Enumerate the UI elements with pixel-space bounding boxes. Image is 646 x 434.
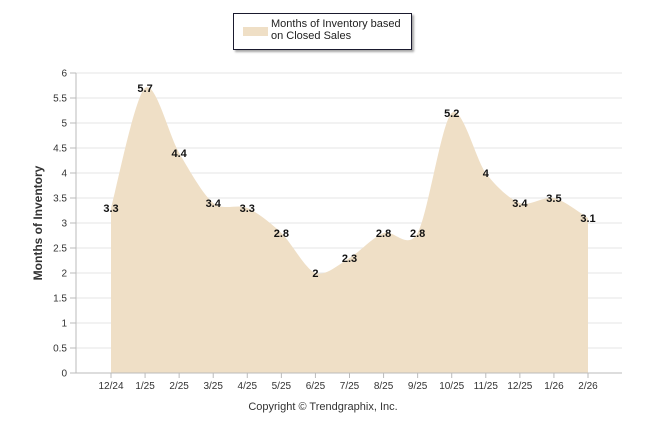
y-axis-ticks: 0 0.5 1 1.5 2 2.5 3 3.5 4 4.5 5 5.5 6: [53, 69, 76, 380]
data-label: 2.3: [342, 253, 357, 265]
x-tick-label: 9/25: [408, 381, 428, 392]
x-tick-label: 2/25: [169, 381, 189, 392]
data-label: 5.7: [137, 83, 152, 95]
y-axis-title: Months of Inventory: [31, 165, 45, 280]
legend[interactable]: Months of Inventory based on Closed Sale…: [233, 13, 412, 50]
data-labels: 3.3 5.7 4.4 3.4 3.3 2.8 2 2.3 2.8 2.8 5.2 4 3.4 3.5 3.…: [103, 83, 595, 280]
x-tick-label: 12/25: [507, 381, 532, 392]
x-tick-label: 12/24: [98, 381, 123, 392]
x-tick-label: 3/25: [203, 381, 223, 392]
data-label: 3.3: [103, 203, 118, 215]
data-label: 2: [312, 268, 318, 280]
x-tick-label: 11/25: [474, 381, 499, 392]
y-tick-label: 6: [61, 69, 67, 80]
y-tick-label: 2: [61, 269, 67, 280]
x-tick-label: 8/25: [374, 381, 394, 392]
y-tick-label: 0: [61, 369, 67, 380]
x-tick-label: 7/25: [340, 381, 360, 392]
data-label: 2.8: [376, 228, 391, 240]
area-series-fill: [111, 87, 588, 373]
x-tick-label: 2/26: [578, 381, 598, 392]
data-label: 4.4: [171, 148, 187, 160]
data-label: 3.1: [580, 213, 595, 225]
area-series: [111, 87, 588, 373]
data-label: 4: [483, 168, 490, 180]
x-tick-label: 1/25: [135, 381, 155, 392]
copyright-footer: Copyright © Trendgraphix, Inc.: [248, 401, 398, 413]
data-label: 2.8: [274, 228, 289, 240]
x-tick-label: 5/25: [272, 381, 292, 392]
data-label: 2.8: [410, 228, 425, 240]
data-label: 3.3: [240, 203, 255, 215]
x-axis-ticks: 12/24 1/25 2/25 3/25 4/25 5/25 6/25 7/25 8/25 9/2…: [98, 373, 598, 392]
y-tick-label: 2.5: [53, 244, 67, 255]
y-tick-label: 5.5: [53, 94, 67, 105]
y-tick-label: 1: [61, 319, 67, 330]
data-label: 3.5: [546, 193, 561, 205]
y-tick-label: 5: [61, 119, 67, 130]
y-tick-label: 3: [61, 219, 67, 230]
x-tick-label: 1/26: [544, 381, 564, 392]
y-tick-label: 1.5: [53, 294, 67, 305]
x-tick-label: 4/25: [238, 381, 258, 392]
y-tick-label: 0.5: [53, 344, 67, 355]
data-label: 5.2: [444, 108, 459, 120]
data-label: 3.4: [206, 198, 222, 210]
data-label: 3.4: [512, 198, 528, 210]
legend-label: Months of Inventory based on Closed Sale…: [271, 18, 401, 42]
x-tick-label: 10/25: [439, 381, 464, 392]
y-tick-label: 4: [61, 169, 67, 180]
legend-swatch: [243, 27, 268, 36]
y-tick-label: 3.5: [53, 194, 67, 205]
y-tick-label: 4.5: [53, 144, 67, 155]
x-tick-label: 6/25: [306, 381, 326, 392]
